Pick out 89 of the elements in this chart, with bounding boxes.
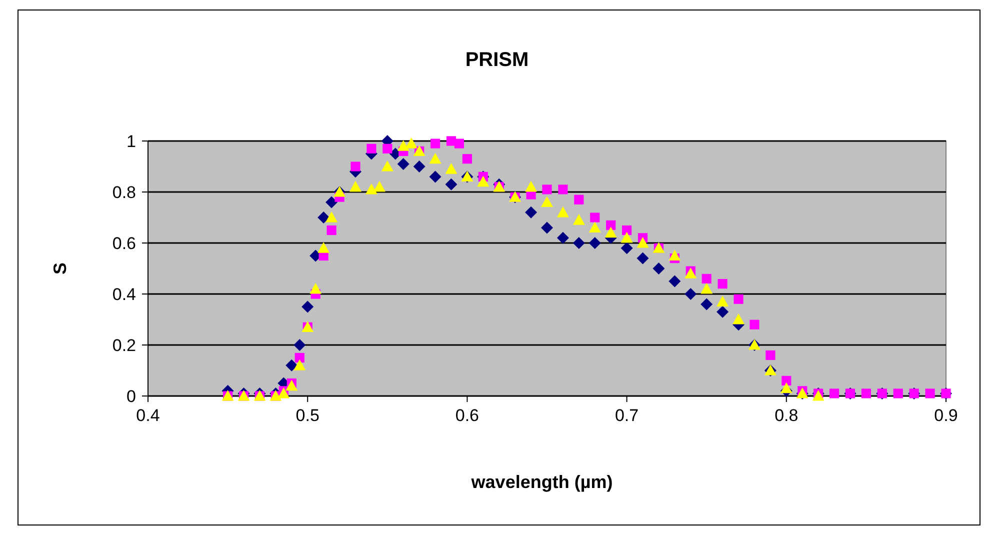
y-tick-label: 0.4 [112,285,136,304]
point [622,225,632,236]
point [382,144,392,154]
point [525,180,538,192]
point [381,160,394,172]
point [430,138,440,148]
point [445,178,458,190]
point [718,279,728,289]
point [588,222,601,232]
point [541,196,553,207]
point [413,160,426,172]
point [588,237,601,249]
point [556,206,569,218]
point [373,180,386,192]
point [318,212,330,224]
point [700,282,713,294]
point [590,212,600,222]
point [326,212,338,222]
point [278,387,290,398]
point [620,232,633,243]
x-tick-label: 0.9 [934,406,958,425]
point [668,275,681,288]
point [750,320,760,330]
point [397,140,410,151]
point [349,180,362,192]
point [604,226,617,238]
y-tick-label: 0.6 [112,234,136,253]
point [286,380,298,391]
point [716,306,729,318]
point [861,388,871,398]
point [702,274,712,284]
point [734,294,744,304]
y-tick-label: 0.2 [112,336,136,355]
y-tick-label: 1 [126,132,136,151]
x-tick-label: 0.7 [614,406,639,425]
point [636,252,649,264]
point [302,300,314,313]
x-tick-label: 0.8 [774,406,798,425]
point [668,250,681,261]
point [366,144,376,154]
point [542,184,552,194]
point [893,388,903,398]
point [294,359,306,370]
point [812,390,824,401]
point [684,268,697,278]
point [925,388,935,398]
point [350,162,360,172]
point [766,350,776,360]
point [684,288,697,300]
y-axis-title: S [50,262,70,275]
point [541,222,553,234]
point [716,296,729,306]
point [572,237,585,249]
point [829,388,840,398]
point [454,138,464,148]
point [397,158,410,170]
point [732,314,745,324]
y-tick-label: 0.8 [112,183,136,202]
point [572,214,585,225]
point [286,359,298,372]
point [574,194,584,204]
point [445,163,458,174]
point [556,232,569,244]
point [525,206,538,218]
point [606,220,616,230]
point [558,184,568,194]
point [326,225,336,236]
point [477,176,490,187]
point [780,382,792,394]
x-tick-label: 0.6 [455,406,480,425]
point [294,339,306,351]
x-tick-label: 0.5 [296,406,320,425]
y-tick-label: 0 [126,387,136,406]
point [405,138,418,148]
point [365,183,378,194]
x-axis-title: wavelength (µm) [470,472,613,492]
point [318,242,330,253]
point [700,298,713,310]
point [652,262,665,274]
point [294,352,304,363]
point [620,242,633,254]
point [429,152,442,164]
chart-title: PRISM [465,49,529,71]
point [636,237,649,248]
point [429,170,442,183]
point [326,196,338,208]
point [462,154,472,164]
point [782,376,792,386]
point [310,282,322,294]
